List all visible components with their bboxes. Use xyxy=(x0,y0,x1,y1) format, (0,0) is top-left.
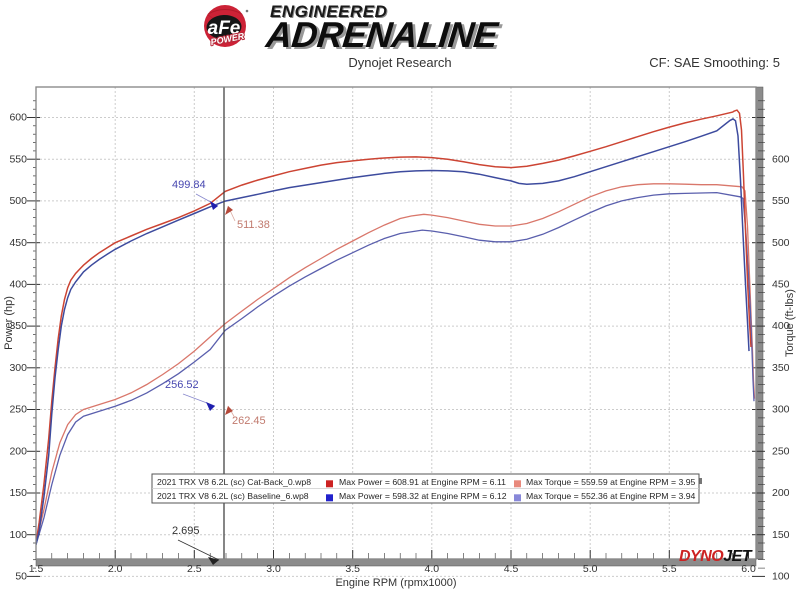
svg-text:450: 450 xyxy=(772,279,790,291)
svg-text:600: 600 xyxy=(9,112,27,124)
svg-text:150: 150 xyxy=(9,487,27,499)
svg-text:1.5: 1.5 xyxy=(29,563,44,575)
svg-text:5.5: 5.5 xyxy=(662,563,677,575)
svg-text:300: 300 xyxy=(9,362,27,374)
svg-text:Max Power = 608.91 at Engine R: Max Power = 608.91 at Engine RPM = 6.11 xyxy=(339,477,506,487)
svg-text:500: 500 xyxy=(9,195,27,207)
svg-text:600: 600 xyxy=(772,153,790,165)
svg-text:200: 200 xyxy=(772,487,790,499)
svg-text:400: 400 xyxy=(9,279,27,291)
svg-text:100: 100 xyxy=(772,571,790,583)
svg-text:Max Torque = 559.59 at Engine: Max Torque = 559.59 at Engine RPM = 3.95 xyxy=(526,477,696,487)
svg-text:550: 550 xyxy=(9,153,27,165)
svg-text:DYNOJET: DYNOJET xyxy=(679,548,753,565)
svg-text:256.52: 256.52 xyxy=(165,379,199,391)
svg-text:2.5: 2.5 xyxy=(187,563,202,575)
svg-text:Power (hp): Power (hp) xyxy=(3,296,15,350)
svg-text:4.0: 4.0 xyxy=(424,563,439,575)
svg-text:250: 250 xyxy=(772,445,790,457)
svg-text:100: 100 xyxy=(9,529,27,541)
svg-text:200: 200 xyxy=(9,445,27,457)
svg-text:150: 150 xyxy=(772,529,790,541)
svg-text:3.5: 3.5 xyxy=(345,563,360,575)
svg-text:350: 350 xyxy=(772,362,790,374)
svg-text:Max Torque = 552.36 at Engine: Max Torque = 552.36 at Engine RPM = 3.94 xyxy=(526,491,696,501)
svg-text:3.0: 3.0 xyxy=(266,563,281,575)
svg-text:511.38: 511.38 xyxy=(237,219,270,231)
svg-text:5.0: 5.0 xyxy=(583,563,598,575)
svg-text:500: 500 xyxy=(772,237,790,249)
svg-text:Max Power = 598.32 at Engine R: Max Power = 598.32 at Engine RPM = 6.12 xyxy=(339,491,507,501)
svg-text:262.45: 262.45 xyxy=(232,415,266,427)
svg-text:Torque (ft-lbs): Torque (ft-lbs) xyxy=(784,289,796,357)
svg-text:250: 250 xyxy=(9,404,27,416)
svg-text:Engine RPM (rpmx1000): Engine RPM (rpmx1000) xyxy=(335,577,456,589)
svg-text:2.0: 2.0 xyxy=(108,563,123,575)
svg-text:4.5: 4.5 xyxy=(504,563,519,575)
svg-text:50: 50 xyxy=(15,571,27,583)
svg-text:450: 450 xyxy=(9,237,27,249)
svg-text:2021 TRX V8 6.2L (sc) Baseline: 2021 TRX V8 6.2L (sc) Baseline_6.wp8 xyxy=(157,491,309,501)
svg-text:2021 TRX V8 6.2L (sc) Cat-Back: 2021 TRX V8 6.2L (sc) Cat-Back_0.wp8 xyxy=(157,477,311,487)
svg-text:499.84: 499.84 xyxy=(172,179,206,191)
svg-text:550: 550 xyxy=(772,195,790,207)
svg-text:2.695: 2.695 xyxy=(172,525,200,537)
svg-text:300: 300 xyxy=(772,404,790,416)
